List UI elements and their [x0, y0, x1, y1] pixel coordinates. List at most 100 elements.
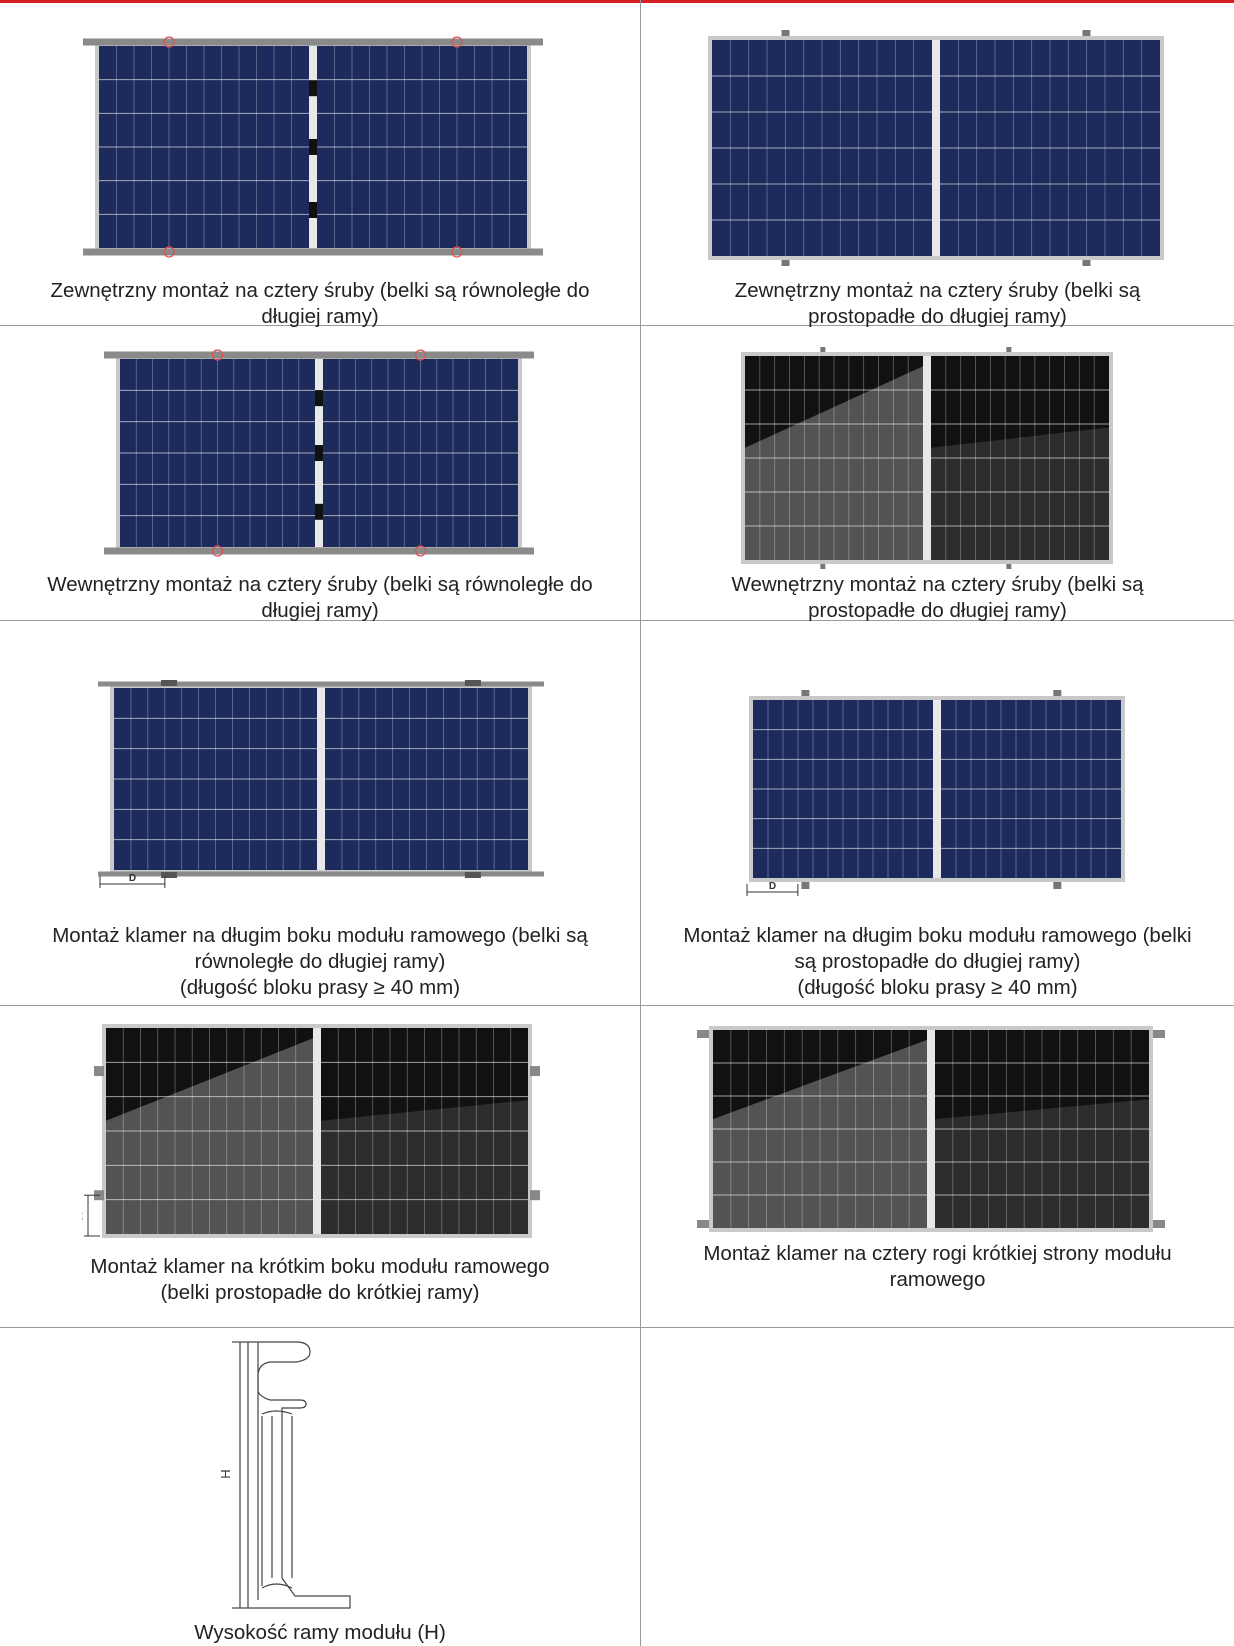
caption-line: (belki prostopadłe do krótkiej ramy) [160, 1281, 480, 1304]
corner-clamp [697, 1030, 709, 1038]
junction-box [309, 202, 317, 218]
caption-line: Montaż klamer na długim boku modułu ramo… [683, 924, 1192, 947]
row-divider-4 [0, 1327, 1234, 1328]
clamp [464, 680, 481, 686]
caption-line: ramowego [889, 1268, 986, 1291]
dimension-label-e: E [82, 1212, 83, 1223]
panel-reflection [321, 1100, 528, 1234]
caption-r1-left: Zewnętrzny montaż na cztery śruby (belki… [0, 278, 640, 330]
bolt-hole-marker [451, 36, 463, 48]
caption-line: są prostopadłe do długiej ramy) [794, 950, 1081, 973]
mounting-tab [801, 690, 810, 696]
mounting-tab [781, 30, 790, 36]
caption-line: (długość bloku prasy ≥ 40 mm) [797, 976, 1078, 999]
panel-diagram-clamp-long-side-parallel: D [98, 680, 544, 888]
side-clamp [94, 1066, 104, 1077]
dimension-label-d: D [129, 873, 136, 884]
junction-box [315, 503, 323, 520]
side-clamp [530, 1066, 540, 1077]
bolt-hole-marker [211, 349, 224, 361]
panel-center-gap [927, 1030, 935, 1228]
accent-top-line [0, 0, 1234, 3]
bolt-hole-marker [451, 246, 463, 258]
mounting-tab [820, 564, 826, 569]
caption-r2-right: Wewnętrzny montaż na cztery śruby (belki… [641, 572, 1234, 624]
caption-line: Wewnętrzny montaż na cztery śruby (belki… [731, 573, 1144, 596]
caption-r4-right: Montaż klamer na cztery rogi krótkiej st… [641, 1241, 1234, 1293]
side-clamp [530, 1190, 540, 1201]
caption-line: Montaż klamer na krótkim boku modułu ram… [90, 1255, 550, 1278]
mounting-beam [83, 38, 543, 46]
mounting-tab [781, 260, 790, 266]
panel-diagram-clamp-four-corners [697, 1026, 1165, 1232]
caption-line: Montaż klamer na cztery rogi krótkiej st… [703, 1242, 1172, 1265]
panel-center-gap [933, 700, 941, 878]
panel-center-gap [923, 356, 931, 560]
caption-r2-left: Wewnętrzny montaż na cztery śruby (belki… [0, 572, 640, 624]
frame-profile-diagram: H [218, 1341, 351, 1609]
corner-clamp [1153, 1030, 1165, 1038]
mounting-beam [104, 547, 534, 555]
panel-diagram-internal-bolt-parallel [104, 349, 534, 557]
mounting-beam [83, 248, 543, 256]
caption-line: Wysokość ramy modułu (H) [194, 1621, 446, 1644]
panel-diagram-external-bolt-parallel [83, 36, 543, 258]
mounting-tab [820, 347, 826, 352]
clamp [464, 872, 481, 878]
panel-center-gap [317, 688, 325, 870]
panel-diagram-clamp-long-side-perpendicular: D [746, 690, 1125, 896]
mounting-beam [98, 681, 544, 687]
mounting-beam [98, 871, 544, 877]
caption-r3-right: Montaż klamer na długim boku modułu ramo… [641, 923, 1234, 1001]
caption-line: prostopadłe do długiej ramy) [808, 305, 1067, 328]
caption-r1-right: Zewnętrzny montaż na cztery śruby (belki… [641, 278, 1234, 330]
mounting-tab [1053, 690, 1062, 696]
bolt-hole-marker [163, 36, 175, 48]
caption-line: Montaż klamer na długim boku modułu ramo… [52, 924, 588, 947]
panel-center-gap [932, 40, 940, 256]
caption-line: długiej ramy) [261, 305, 379, 328]
bolt-hole-marker [414, 545, 427, 557]
caption-line: prostopadłe do długiej ramy) [808, 599, 1067, 622]
caption-r5-left: Wysokość ramy modułu (H) [0, 1620, 640, 1646]
clamp [161, 680, 178, 686]
mounting-tab [1053, 882, 1062, 889]
panel-center-gap [313, 1028, 321, 1234]
panel-reflection [713, 1039, 927, 1228]
junction-box [315, 445, 323, 461]
mounting-tab [1082, 260, 1091, 266]
corner-clamp [697, 1220, 709, 1228]
panel-reflection [745, 366, 923, 560]
caption-line: Zewnętrzny montaż na cztery śruby (belki… [734, 279, 1141, 302]
panel-diagram-internal-bolt-perpendicular [741, 347, 1113, 569]
mounting-tab [1006, 347, 1012, 352]
mounting-tab [1082, 30, 1091, 36]
dimension-label-d: D [769, 881, 776, 892]
row-divider-1 [0, 325, 1234, 326]
caption-r4-left: Montaż klamer na krótkim boku modułu ram… [0, 1254, 640, 1306]
row-divider-2 [0, 620, 1234, 621]
junction-box [309, 139, 317, 155]
caption-line: (długość bloku prasy ≥ 40 mm) [179, 976, 461, 999]
panel-reflection [106, 1038, 313, 1234]
bolt-hole-marker [163, 246, 175, 258]
caption-line: równoległe do długiej ramy) [194, 950, 446, 973]
caption-line: Zewnętrzny montaż na cztery śruby (belki… [50, 279, 590, 302]
mounting-tab [1006, 564, 1012, 569]
caption-r3-left: Montaż klamer na długim boku modułu ramo… [0, 923, 640, 1001]
panel-diagram-clamp-short-side: E [82, 1024, 540, 1238]
mounting-tab [801, 882, 810, 889]
mounting-beam [104, 351, 534, 359]
caption-line: długiej ramy) [261, 599, 379, 622]
bolt-hole-marker [211, 545, 224, 557]
bolt-hole-marker [414, 349, 427, 361]
clamp [161, 872, 178, 878]
corner-clamp [1153, 1220, 1165, 1228]
row-divider-3 [0, 1005, 1234, 1006]
junction-box [309, 80, 317, 97]
panel-diagram-external-bolt-perpendicular [708, 30, 1164, 266]
dimension-label-h: H [218, 1469, 233, 1478]
caption-line: Wewnętrzny montaż na cztery śruby (belki… [47, 573, 593, 596]
panel-reflection [931, 427, 1109, 560]
panel-reflection [935, 1099, 1149, 1228]
